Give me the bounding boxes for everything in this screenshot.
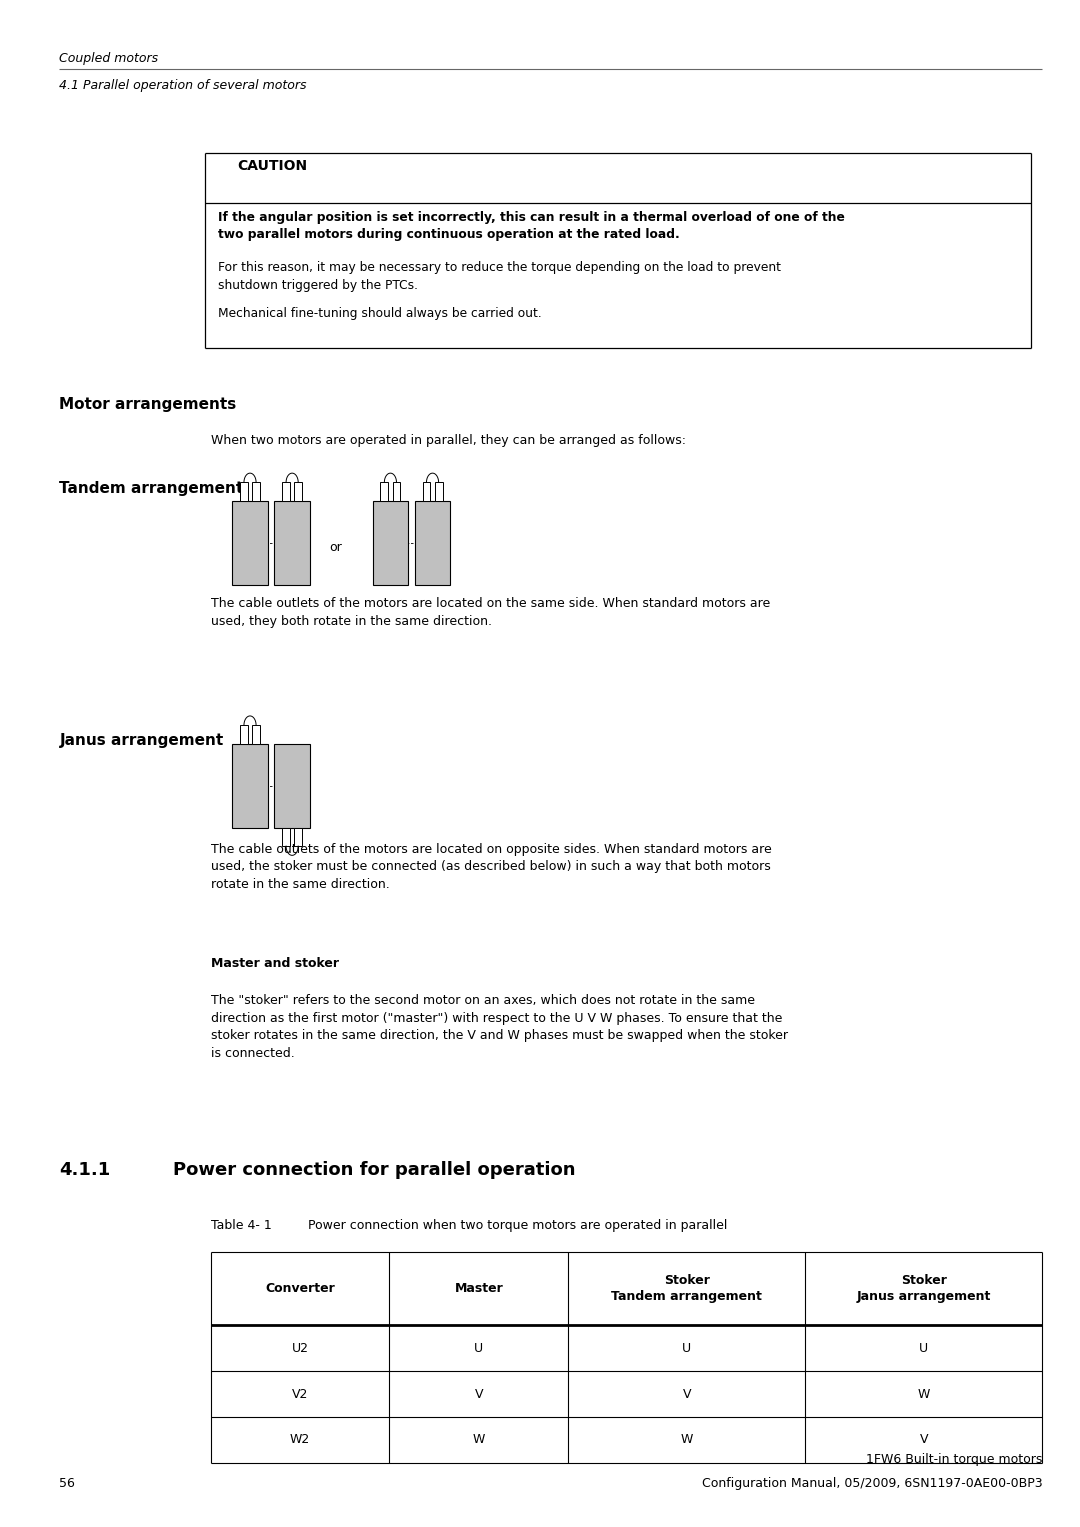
Text: Coupled motors: Coupled motors <box>59 52 159 66</box>
Bar <box>294 828 302 846</box>
Text: W: W <box>918 1388 930 1400</box>
Bar <box>415 501 450 585</box>
Bar <box>252 725 260 744</box>
Text: The "stoker" refers to the second motor on an axes, which does not rotate in the: The "stoker" refers to the second motor … <box>211 994 787 1060</box>
Bar <box>282 483 291 501</box>
Text: If the angular position is set incorrectly, this can result in a thermal overloa: If the angular position is set incorrect… <box>218 211 845 241</box>
Text: U: U <box>919 1342 928 1354</box>
Bar <box>422 483 431 501</box>
Bar <box>252 483 260 501</box>
Text: Tandem arrangement: Tandem arrangement <box>59 481 244 496</box>
Bar <box>240 483 248 501</box>
Text: 4.1 Parallel operation of several motors: 4.1 Parallel operation of several motors <box>59 79 307 93</box>
Text: 1FW6 Built-in torque motors: 1FW6 Built-in torque motors <box>866 1452 1042 1466</box>
Bar <box>232 501 268 585</box>
Text: U: U <box>683 1342 691 1354</box>
Text: Master: Master <box>455 1283 503 1295</box>
Text: When two motors are operated in parallel, they can be arranged as follows:: When two motors are operated in parallel… <box>211 434 686 447</box>
Bar <box>232 744 268 828</box>
Text: The cable outlets of the motors are located on the same side. When standard moto: The cable outlets of the motors are loca… <box>211 597 770 628</box>
Bar <box>240 725 248 744</box>
Bar <box>274 501 310 585</box>
Text: Motor arrangements: Motor arrangements <box>59 397 237 412</box>
Text: For this reason, it may be necessary to reduce the torque depending on the load : For this reason, it may be necessary to … <box>218 261 781 292</box>
Text: U2: U2 <box>292 1342 309 1354</box>
Text: Mechanical fine-tuning should always be carried out.: Mechanical fine-tuning should always be … <box>218 307 542 321</box>
Text: 56: 56 <box>59 1477 76 1490</box>
Text: V: V <box>474 1388 483 1400</box>
Bar <box>274 744 310 828</box>
Text: W: W <box>680 1434 693 1446</box>
Text: Converter: Converter <box>265 1283 335 1295</box>
Text: Stoker
Tandem arrangement: Stoker Tandem arrangement <box>611 1275 762 1303</box>
Text: or: or <box>329 541 342 554</box>
Bar <box>294 483 302 501</box>
Bar <box>392 483 401 501</box>
Text: CAUTION: CAUTION <box>238 159 308 173</box>
Text: 4.1.1: 4.1.1 <box>59 1161 110 1179</box>
Text: W2: W2 <box>289 1434 310 1446</box>
Text: V: V <box>683 1388 691 1400</box>
Text: Table 4- 1: Table 4- 1 <box>211 1219 271 1232</box>
Bar <box>373 501 408 585</box>
Text: Master and stoker: Master and stoker <box>211 957 339 971</box>
Text: V: V <box>919 1434 928 1446</box>
Text: V2: V2 <box>292 1388 308 1400</box>
Text: U: U <box>474 1342 484 1354</box>
Text: The cable outlets of the motors are located on opposite sides. When standard mot: The cable outlets of the motors are loca… <box>211 843 771 890</box>
Bar <box>380 483 389 501</box>
Bar <box>434 483 443 501</box>
Text: Configuration Manual, 05/2009, 6SN1197-0AE00-0BP3: Configuration Manual, 05/2009, 6SN1197-0… <box>702 1477 1042 1490</box>
Bar <box>282 828 291 846</box>
Text: W: W <box>473 1434 485 1446</box>
Text: Janus arrangement: Janus arrangement <box>59 733 224 748</box>
Text: Power connection for parallel operation: Power connection for parallel operation <box>173 1161 576 1179</box>
Text: Power connection when two torque motors are operated in parallel: Power connection when two torque motors … <box>288 1219 728 1232</box>
Text: Stoker
Janus arrangement: Stoker Janus arrangement <box>856 1275 990 1303</box>
